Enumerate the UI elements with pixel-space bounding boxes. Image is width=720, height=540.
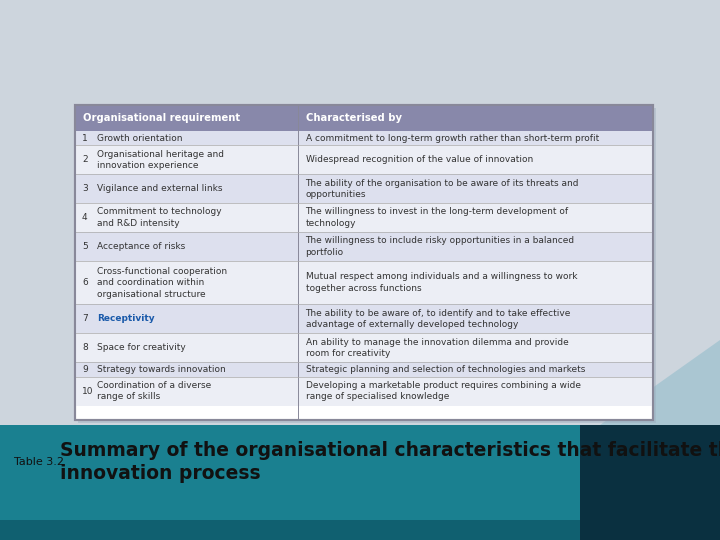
FancyBboxPatch shape bbox=[75, 105, 653, 420]
Text: 3: 3 bbox=[82, 184, 88, 193]
Text: Acceptance of risks: Acceptance of risks bbox=[97, 242, 185, 251]
Text: Widespread recognition of the value of innovation: Widespread recognition of the value of i… bbox=[305, 156, 533, 164]
Text: Growth orientation: Growth orientation bbox=[97, 134, 182, 143]
Text: 7: 7 bbox=[82, 314, 88, 323]
FancyBboxPatch shape bbox=[75, 305, 653, 333]
Text: 10: 10 bbox=[82, 387, 94, 396]
Text: Developing a marketable product requires combining a wide
range of specialised k: Developing a marketable product requires… bbox=[305, 381, 580, 401]
Bar bbox=[0, 520, 720, 540]
Text: Mutual respect among individuals and a willingness to work
together across funct: Mutual respect among individuals and a w… bbox=[305, 273, 577, 293]
Text: 5: 5 bbox=[82, 242, 88, 251]
Text: Space for creativity: Space for creativity bbox=[97, 343, 186, 352]
Text: 9: 9 bbox=[82, 365, 88, 374]
Text: 8: 8 bbox=[82, 343, 88, 352]
FancyBboxPatch shape bbox=[75, 145, 653, 174]
Text: Strategic planning and selection of technologies and markets: Strategic planning and selection of tech… bbox=[305, 365, 585, 374]
Polygon shape bbox=[400, 340, 720, 425]
FancyBboxPatch shape bbox=[75, 362, 653, 376]
Text: The willingness to include risky opportunities in a balanced
portfolio: The willingness to include risky opportu… bbox=[305, 237, 575, 257]
FancyBboxPatch shape bbox=[75, 203, 653, 232]
Text: The ability to be aware of, to identify and to take effective
advantage of exter: The ability to be aware of, to identify … bbox=[305, 309, 571, 329]
FancyBboxPatch shape bbox=[75, 261, 653, 305]
FancyBboxPatch shape bbox=[75, 105, 653, 131]
Text: 1: 1 bbox=[82, 134, 88, 143]
Text: The ability of the organisation to be aware of its threats and
opportunities: The ability of the organisation to be aw… bbox=[305, 179, 579, 199]
Bar bbox=[0, 425, 720, 540]
FancyBboxPatch shape bbox=[75, 174, 653, 203]
Text: Commitment to technology
and R&D intensity: Commitment to technology and R&D intensi… bbox=[97, 207, 222, 228]
Text: Strategy towards innovation: Strategy towards innovation bbox=[97, 365, 226, 374]
Text: The willingness to invest in the long-term development of
technology: The willingness to invest in the long-te… bbox=[305, 207, 569, 228]
FancyBboxPatch shape bbox=[75, 376, 653, 406]
Text: Organisational heritage and
innovation experience: Organisational heritage and innovation e… bbox=[97, 150, 224, 170]
FancyBboxPatch shape bbox=[75, 131, 653, 145]
Bar bbox=[580, 425, 720, 540]
Text: Vigilance and external links: Vigilance and external links bbox=[97, 184, 222, 193]
Text: Organisational requirement: Organisational requirement bbox=[83, 113, 240, 123]
Text: An ability to manage the innovation dilemma and provide
room for creativity: An ability to manage the innovation dile… bbox=[305, 338, 568, 358]
FancyBboxPatch shape bbox=[75, 232, 653, 261]
Bar bbox=[0, 0, 720, 425]
Text: Summary of the organisational characteristics that facilitate the
innovation pro: Summary of the organisational characteri… bbox=[60, 441, 720, 483]
Text: Coordination of a diverse
range of skills: Coordination of a diverse range of skill… bbox=[97, 381, 211, 401]
FancyBboxPatch shape bbox=[78, 108, 656, 423]
Text: A commitment to long-term growth rather than short-term profit: A commitment to long-term growth rather … bbox=[305, 134, 599, 143]
Text: 6: 6 bbox=[82, 278, 88, 287]
Text: 4: 4 bbox=[82, 213, 88, 222]
Text: Characterised by: Characterised by bbox=[305, 113, 402, 123]
Text: Receptivity: Receptivity bbox=[97, 314, 155, 323]
FancyBboxPatch shape bbox=[75, 333, 653, 362]
Text: Cross-functional cooperation
and coordination within
organisational structure: Cross-functional cooperation and coordin… bbox=[97, 267, 227, 299]
Text: 2: 2 bbox=[82, 156, 88, 164]
Text: Table 3.2: Table 3.2 bbox=[14, 457, 64, 467]
